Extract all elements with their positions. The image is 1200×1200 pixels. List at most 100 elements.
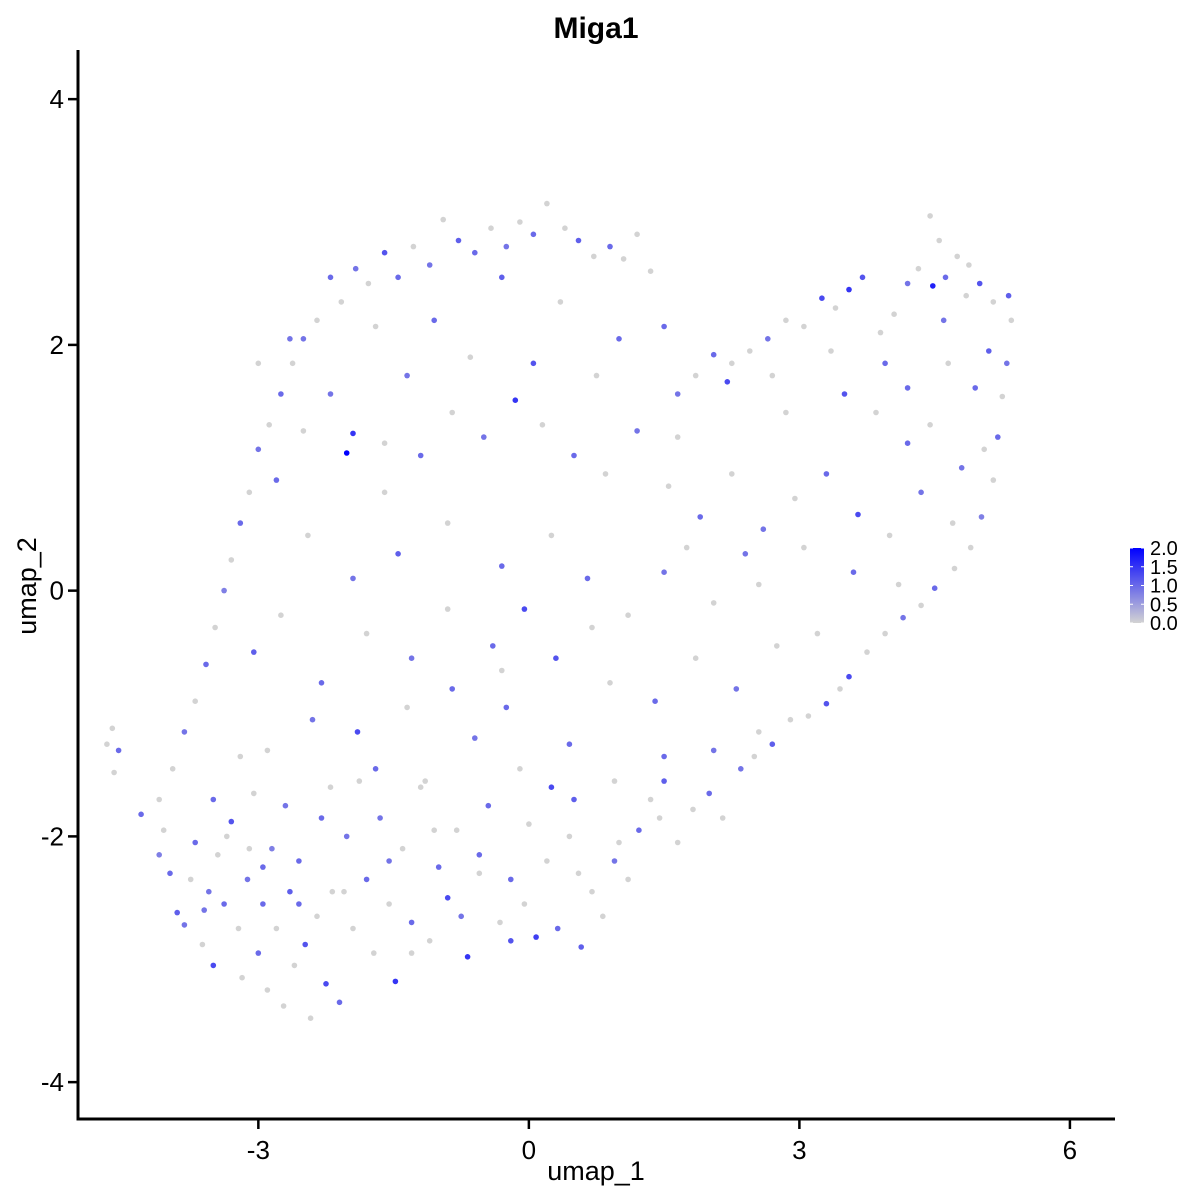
cell-point	[323, 981, 329, 987]
cell-point	[616, 839, 622, 846]
cell-point	[417, 452, 424, 459]
cell-point	[426, 938, 433, 944]
cell-point	[363, 876, 370, 883]
legend-break-label: 1.5	[1150, 557, 1178, 579]
cell-point	[787, 716, 794, 723]
cell-point	[918, 602, 924, 609]
legend-colorbar	[1130, 548, 1144, 623]
cell-point	[690, 806, 696, 813]
cell-point	[652, 698, 658, 704]
cell-point	[269, 845, 275, 852]
cell-point	[990, 299, 997, 305]
cell-point	[476, 870, 483, 877]
cell-point	[329, 888, 336, 895]
cell-point	[891, 311, 897, 318]
cell-point	[963, 292, 969, 299]
cell-point	[544, 200, 550, 207]
cell-point	[203, 661, 209, 668]
cell-point	[674, 434, 681, 440]
cell-point	[850, 569, 857, 575]
cell-point	[221, 587, 227, 594]
cell-point	[350, 430, 356, 437]
cell-point	[607, 243, 613, 250]
cell-point	[756, 581, 762, 588]
cell-point	[341, 888, 347, 895]
cell-point	[589, 624, 595, 631]
cell-point	[210, 962, 217, 969]
x-tick-label: 0	[522, 1135, 536, 1165]
cell-point	[386, 901, 392, 907]
cell-point	[201, 907, 207, 913]
cell-point	[174, 909, 180, 916]
cell-point	[302, 941, 309, 948]
cell-point	[634, 428, 640, 434]
cell-point	[692, 655, 699, 661]
cell-point	[864, 649, 870, 655]
cell-point	[747, 348, 753, 354]
cell-point	[386, 858, 392, 864]
cell-point	[729, 360, 735, 367]
cell-point	[291, 962, 298, 969]
cell-point	[508, 938, 514, 944]
cell-point	[999, 393, 1006, 400]
cell-point	[756, 729, 762, 735]
cell-point	[404, 704, 410, 711]
cell-point	[235, 925, 242, 932]
cell-point	[886, 532, 893, 539]
cell-point	[273, 477, 280, 483]
cell-point	[350, 575, 356, 582]
cell-point	[942, 274, 949, 281]
cell-point	[620, 256, 627, 262]
cell-point	[557, 299, 564, 305]
cell-point	[356, 778, 363, 784]
cell-point	[287, 336, 293, 342]
cell-point	[647, 268, 654, 275]
cell-point	[575, 870, 582, 877]
cell-point	[251, 649, 257, 655]
cell-point	[314, 913, 320, 920]
y-tick-label: 4	[50, 84, 64, 114]
cell-point	[751, 753, 758, 760]
cell-point	[859, 274, 866, 281]
cell-point	[1005, 292, 1012, 299]
cell-point	[138, 811, 144, 818]
cell-point	[553, 655, 559, 661]
cell-point	[372, 766, 379, 772]
cell-point	[352, 265, 359, 272]
cell-point	[381, 249, 388, 256]
cell-point	[900, 614, 906, 621]
cell-point	[945, 360, 951, 367]
cell-point	[656, 815, 663, 821]
cell-point	[187, 876, 194, 883]
cell-point	[499, 563, 505, 569]
cell-point	[846, 286, 852, 293]
cell-point	[228, 818, 235, 825]
cell-point	[104, 741, 110, 747]
cell-point	[530, 360, 537, 367]
cell-point	[710, 351, 717, 358]
cell-point	[548, 532, 555, 539]
cell-point	[846, 673, 852, 680]
points-layer	[104, 200, 1015, 1021]
cell-point	[488, 225, 494, 231]
cell-point	[156, 796, 162, 803]
cell-point	[481, 434, 487, 440]
cell-point	[109, 725, 116, 732]
legend-break-label: 0.5	[1150, 594, 1178, 616]
cell-point	[832, 305, 839, 311]
cell-point	[733, 686, 740, 692]
cell-point	[966, 262, 972, 268]
y-axis-label: umap_2	[12, 537, 42, 635]
cell-point	[801, 544, 807, 551]
cell-point	[769, 372, 776, 379]
legend-break-label: 2.0	[1150, 538, 1178, 560]
cell-point	[575, 237, 582, 244]
cell-point	[915, 265, 922, 272]
cell-point	[167, 870, 173, 877]
cell-point	[951, 565, 958, 572]
cell-point	[237, 520, 244, 526]
cell-point	[472, 249, 478, 256]
y-ticks: -4 -2 0 2 4	[41, 84, 78, 1097]
cell-point	[958, 465, 965, 471]
cell-point	[526, 821, 532, 827]
